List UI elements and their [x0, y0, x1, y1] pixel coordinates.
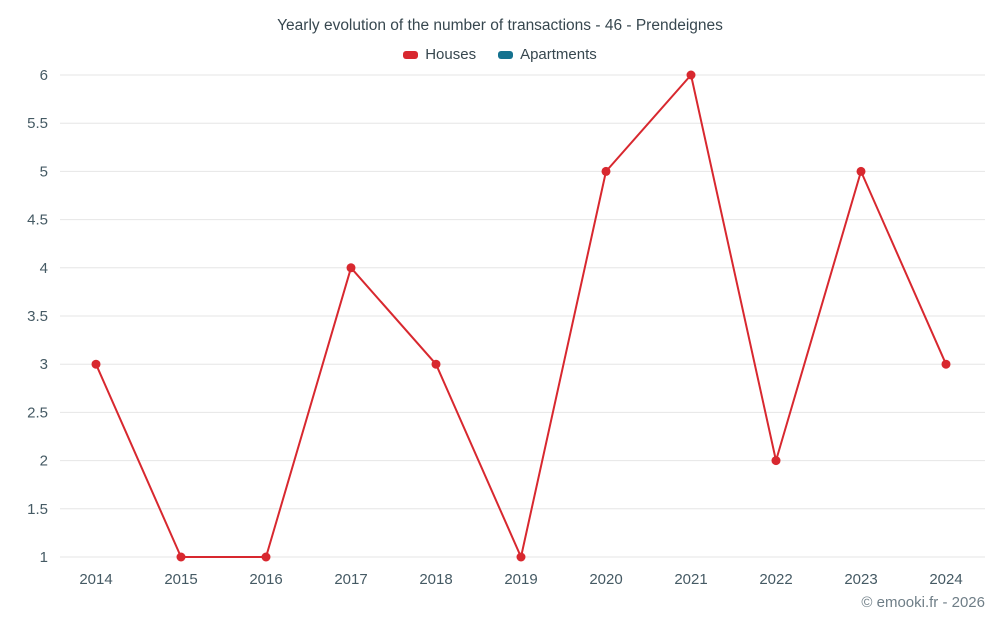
x-tick-label: 2021: [674, 571, 707, 588]
legend: Houses Apartments: [0, 46, 1000, 63]
data-point-houses-2014[interactable]: [91, 359, 101, 369]
y-tick-label: 5.5: [27, 115, 48, 132]
x-tick-label: 2018: [419, 571, 452, 588]
data-point-houses-2019[interactable]: [516, 552, 526, 562]
data-point-houses-2016[interactable]: [261, 552, 271, 562]
data-point-houses-2018[interactable]: [431, 359, 441, 369]
y-tick-label: 1: [40, 549, 48, 566]
copyright-link[interactable]: © emooki.fr - 2026: [861, 594, 985, 611]
data-point-houses-2024[interactable]: [941, 359, 951, 369]
x-tick-label: 2019: [504, 571, 537, 588]
x-tick-label: 2016: [249, 571, 282, 588]
y-tick-label: 6: [40, 67, 48, 84]
data-point-houses-2020[interactable]: [601, 166, 611, 176]
y-tick-label: 4: [40, 260, 48, 277]
legend-label-apartments: Apartments: [520, 46, 597, 63]
legend-label-houses: Houses: [425, 46, 477, 63]
y-tick-label: 3: [40, 356, 48, 373]
y-tick-label: 3.5: [27, 308, 48, 325]
y-tick-label: 4.5: [27, 212, 48, 229]
legend-item-apartments[interactable]: Apartments: [498, 46, 597, 63]
y-tick-label: 2: [40, 453, 48, 470]
data-point-houses-2022[interactable]: [771, 456, 781, 466]
y-tick-label: 2.5: [27, 404, 48, 421]
x-tick-label: 2014: [79, 571, 112, 588]
y-tick-label: 5: [40, 163, 48, 180]
x-tick-label: 2015: [164, 571, 197, 588]
x-tick-label: 2024: [929, 571, 962, 588]
chart-title: Yearly evolution of the number of transa…: [277, 17, 723, 34]
data-point-houses-2021[interactable]: [686, 70, 696, 80]
legend-item-houses[interactable]: Houses: [403, 46, 476, 63]
y-tick-label: 1.5: [27, 501, 48, 518]
x-tick-label: 2022: [759, 571, 792, 588]
x-tick-label: 2023: [844, 571, 877, 588]
houses-series-swatch: [403, 50, 419, 59]
data-point-houses-2017[interactable]: [346, 263, 356, 273]
data-point-houses-2023[interactable]: [856, 166, 866, 176]
x-tick-label: 2020: [589, 571, 622, 588]
data-point-houses-2015[interactable]: [176, 552, 186, 562]
x-tick-label: 2017: [334, 571, 367, 588]
apartments-series-swatch: [498, 50, 514, 59]
